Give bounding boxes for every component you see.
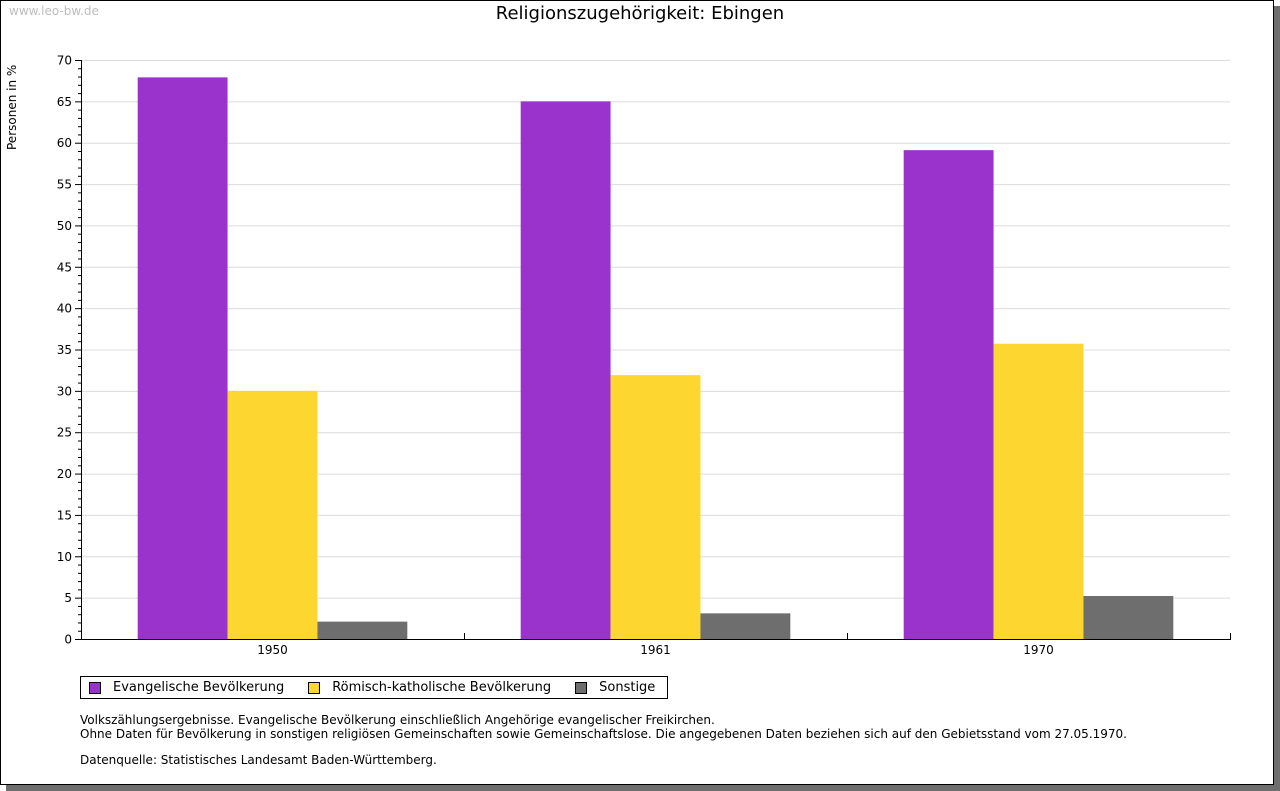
y-tick-label: 65 [57,95,72,109]
legend-label: Römisch-katholische Bevölkerung [332,680,552,695]
y-tick-label: 10 [57,550,72,564]
bar-1950-2 [317,621,408,639]
y-tick-label: 5 [64,591,72,605]
y-axis-label: Personen in % [5,65,19,150]
x-tick-label: 1961 [640,643,671,657]
axes: 0 5 10 15 20 25 30 35 40 45 50 55 60 65 70 1950 1961 1970 [57,54,1231,657]
legend-item: Sonstige [575,680,655,695]
legend-label: Evangelische Bevölkerung [113,680,285,695]
y-tick-label: 50 [57,219,72,233]
y-tick-label: 30 [57,384,72,398]
y-tick-label: 35 [57,343,72,357]
y-tick-label: 40 [57,302,72,316]
legend-label: Sonstige [599,680,656,695]
bars [137,77,1174,640]
y-tick-label: 60 [57,136,72,150]
legend: Evangelische Bevölkerung Römisch-katholis… [80,676,669,699]
note-line-1: Volkszählungsergebnisse. Evangelische Be… [80,713,715,727]
chart-title: Religionszugehörigkeit: Ebingen [495,3,785,24]
legend-swatch [575,681,588,694]
note-line-2: Ohne Daten für Bevölkerung in sonstigen … [80,727,1127,741]
watermark: www.leo-bw.de [9,4,99,18]
y-tick-label: 45 [57,260,72,274]
data-source: Datenquelle: Statistisches Landesamt Bad… [80,753,437,767]
bar-1970-2 [1083,595,1174,639]
bar-1961-2 [700,613,791,639]
y-tick-label: 0 [64,633,72,647]
y-tick-label: 55 [57,178,72,192]
bar-1950-1 [227,390,318,639]
bar-1970-1 [993,343,1084,639]
y-tick-label: 20 [57,467,72,481]
bar-1970-0 [903,150,994,639]
bar-1961-0 [520,101,611,640]
y-tick-label: 25 [57,426,72,440]
bar-1961-1 [610,375,701,639]
bar-1950-0 [137,77,228,640]
x-tick-label: 1950 [257,643,288,657]
legend-item: Evangelische Bevölkerung [89,680,284,695]
x-tick-label: 1970 [1023,643,1054,657]
y-tick-label: 70 [57,54,72,68]
legend-swatch [89,681,101,694]
bar-chart: 0 5 10 15 20 25 30 35 40 45 50 55 60 65 70 1950 1961 1970… [5,54,1231,657]
legend-item: Römisch-katholische Bevölkerung [308,680,551,695]
legend-swatch [308,681,321,694]
y-tick-label: 15 [57,508,72,522]
